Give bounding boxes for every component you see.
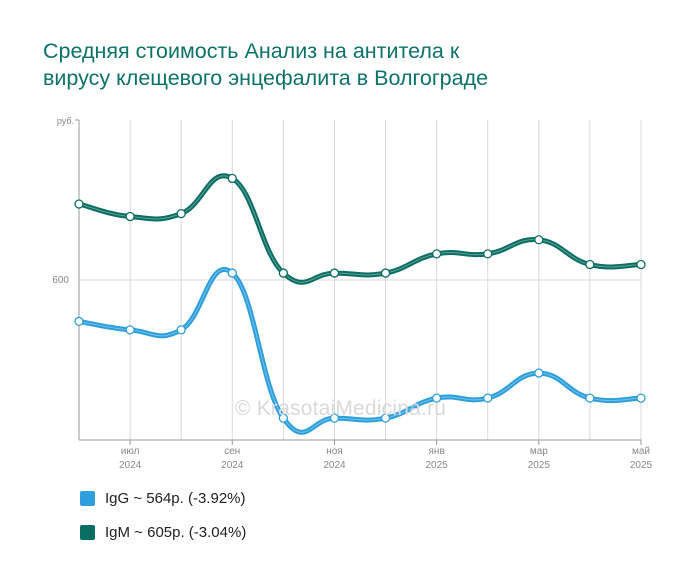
data-point-igg xyxy=(125,325,135,335)
x-tick-label-month: мар xyxy=(530,446,548,457)
data-point-igm xyxy=(431,249,442,259)
data-point-igm xyxy=(585,259,595,270)
data-point-igg xyxy=(380,413,391,423)
x-tick-label-year: 2024 xyxy=(119,460,142,471)
legend-item-igm: IgM ~ 605р. (-3.04%) xyxy=(80,522,246,542)
data-point-igm xyxy=(636,259,646,270)
data-point-igg xyxy=(227,268,237,278)
x-tick-label-month: сен xyxy=(224,446,240,457)
data-point-igg xyxy=(483,393,493,403)
series-line-highlight-igm xyxy=(78,175,642,283)
x-tick-label-month: июл xyxy=(121,446,140,457)
data-point-igg xyxy=(534,368,544,378)
x-tick-label-month: ноя xyxy=(326,446,343,457)
x-tick-label-year: 2024 xyxy=(221,460,244,471)
data-point-igg xyxy=(329,413,340,423)
legend-swatch-igm xyxy=(80,524,95,540)
data-point-igm xyxy=(329,268,340,278)
legend-label-igg: IgG ~ 564р. (-3.92%) xyxy=(105,489,246,507)
data-point-igg xyxy=(431,393,442,403)
x-tick-label-year: 2025 xyxy=(426,460,449,471)
chart-title-line-1: Средняя стоимость Анализ на антитела к xyxy=(43,39,460,63)
data-point-igm xyxy=(380,268,391,278)
data-point-igm xyxy=(176,208,186,219)
x-tick-label-year: 2025 xyxy=(528,460,551,471)
x-tick-label-year: 2024 xyxy=(323,460,346,471)
watermark: © KrasotaiMedicina.ru xyxy=(235,397,447,420)
data-point-igg xyxy=(278,413,289,423)
y-axis-unit-label: руб. xyxy=(57,116,74,126)
data-point-igm xyxy=(227,173,237,184)
data-point-igg xyxy=(636,393,646,403)
chart-title: Средняя стоимость Анализ на антитела к в… xyxy=(43,38,663,92)
data-point-igg xyxy=(585,393,595,403)
y-tick-label: 600 xyxy=(52,275,69,286)
legend: IgG ~ 564р. (-3.92%) IgM ~ 605р. (-3.04%… xyxy=(80,488,246,556)
data-point-igm xyxy=(125,211,135,222)
chart-title-line-2: вирусу клещевого энцефалита в Волгограде xyxy=(43,66,489,90)
data-point-igg xyxy=(176,325,186,335)
legend-label-igm: IgM ~ 605р. (-3.04%) xyxy=(105,523,247,541)
data-point-igm xyxy=(74,199,84,209)
data-point-igm xyxy=(483,249,493,259)
legend-item-igg: IgG ~ 564р. (-3.92%) xyxy=(80,488,246,508)
data-point-igm xyxy=(534,235,544,245)
legend-swatch-igg xyxy=(80,490,95,506)
data-point-igm xyxy=(278,268,289,278)
data-point-igg xyxy=(74,316,84,326)
x-tick-label-month: янв xyxy=(429,446,445,457)
x-tick-label-month: май xyxy=(632,446,650,457)
series-line-igm xyxy=(76,173,644,285)
x-tick-label-year: 2025 xyxy=(630,460,653,471)
